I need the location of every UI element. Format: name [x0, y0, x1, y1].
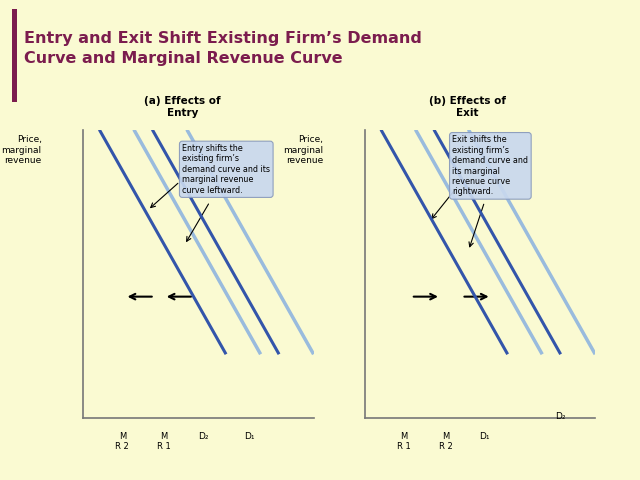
Text: (a) Effects of
Entry: (a) Effects of Entry — [144, 96, 221, 118]
Text: (b) Effects of
Exit: (b) Effects of Exit — [429, 96, 506, 118]
Text: Price,
marginal
revenue: Price, marginal revenue — [284, 135, 323, 165]
Text: Price,
marginal
revenue: Price, marginal revenue — [2, 135, 42, 165]
Text: M
R 1: M R 1 — [397, 432, 411, 451]
Text: Entry shifts the
existing firm’s
demand curve and its
marginal revenue
curve lef: Entry shifts the existing firm’s demand … — [182, 144, 270, 194]
Bar — [12, 9, 17, 102]
Text: M
R 1: M R 1 — [157, 432, 171, 451]
Text: M
R 2: M R 2 — [115, 432, 129, 451]
Text: D₁: D₁ — [479, 432, 490, 441]
Text: Exit shifts the
existing firm’s
demand curve and
its marginal
revenue curve
righ: Exit shifts the existing firm’s demand c… — [452, 135, 529, 196]
Text: D₂: D₂ — [198, 432, 208, 441]
Text: D₂: D₂ — [556, 412, 566, 421]
Text: Entry and Exit Shift Existing Firm’s Demand
Curve and Marginal Revenue Curve: Entry and Exit Shift Existing Firm’s Dem… — [24, 31, 422, 66]
Text: D₁: D₁ — [244, 432, 254, 441]
Text: M
R 2: M R 2 — [438, 432, 452, 451]
